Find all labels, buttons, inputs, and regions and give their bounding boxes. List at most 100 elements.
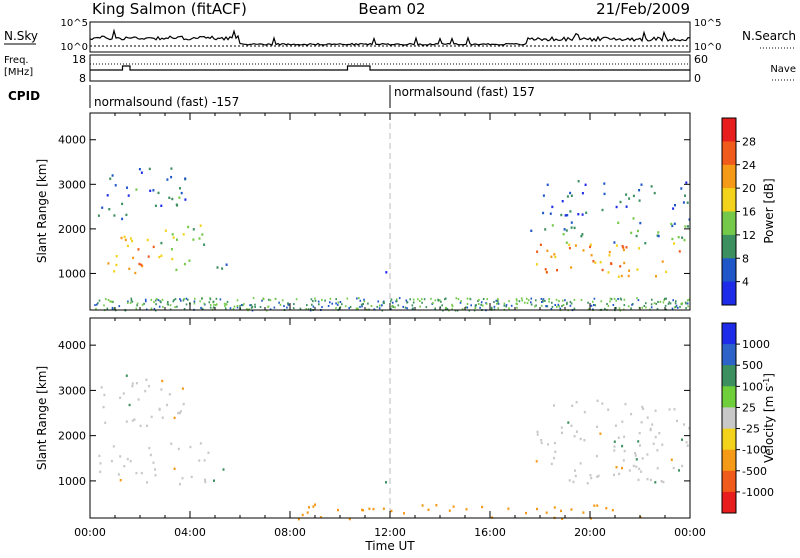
- velocity-colorbar-label: Velocity [m s-1]: [762, 373, 776, 463]
- nave-label: Nave: [770, 64, 796, 75]
- power-cell: [201, 297, 203, 300]
- velocity-cell: [525, 511, 527, 515]
- velocity-cell: [673, 408, 676, 411]
- power-cell: [383, 302, 385, 305]
- velocity-cell: [306, 511, 309, 514]
- velocity-cell: [103, 393, 106, 397]
- power-cell: [311, 303, 313, 306]
- velocity-cell: [160, 388, 163, 391]
- power-cell: [625, 205, 628, 208]
- power-cell: [444, 298, 446, 301]
- power-cell: [213, 303, 215, 306]
- power-cell: [376, 305, 379, 308]
- power-cell: [628, 197, 631, 200]
- velocity-cell: [128, 403, 131, 407]
- power-colorbar-swatch: [722, 164, 736, 189]
- velocity-cell: [137, 398, 140, 401]
- power-cell: [671, 237, 674, 241]
- velocity-cell: [614, 424, 617, 427]
- power-cell: [273, 306, 276, 309]
- power-cell: [269, 308, 272, 311]
- power-cell: [581, 233, 584, 236]
- power-cell: [305, 308, 307, 310]
- power-cell: [644, 242, 647, 245]
- velocity-colorbar-frame: [721, 322, 737, 514]
- velocity-cell: [617, 436, 620, 439]
- velocity-cell: [624, 402, 627, 406]
- power-cell: [105, 298, 107, 301]
- power-cell: [310, 298, 313, 301]
- power-cell: [136, 302, 139, 305]
- power-cell: [259, 306, 262, 308]
- power-cell: [182, 299, 185, 302]
- power-cell: [657, 300, 659, 303]
- power-cell: [182, 233, 185, 236]
- power-cell: [674, 204, 676, 207]
- velocity-cell: [125, 420, 128, 423]
- power-cell: [137, 248, 140, 251]
- velocity-cell: [207, 451, 210, 454]
- velocity-colorbar-swatch: [722, 449, 736, 472]
- power-cell: [526, 297, 528, 300]
- power-cell: [541, 301, 543, 303]
- velocity-cell: [131, 382, 134, 385]
- power-cell: [131, 300, 134, 303]
- power-cell: [566, 214, 569, 217]
- power-cell: [287, 302, 289, 305]
- power-cell: [193, 300, 196, 303]
- power-cell: [670, 222, 673, 226]
- power-cell: [208, 301, 211, 304]
- power-cell: [434, 299, 437, 302]
- power-colorbar-label-tick: 20: [742, 182, 756, 195]
- power-cell: [530, 229, 533, 232]
- power-cell: [147, 255, 150, 258]
- velocity-cell: [536, 433, 539, 436]
- velocity-cell: [199, 442, 202, 445]
- power-cell: [183, 262, 186, 266]
- power-cell: [406, 301, 409, 304]
- velocity-ytick-label: 3000: [58, 384, 86, 397]
- power-cell: [251, 305, 254, 308]
- cpid-segment-2: normalsound (fast) 157: [394, 85, 535, 99]
- power-cell: [481, 304, 484, 307]
- power-cell: [530, 297, 533, 300]
- power-cell: [577, 213, 580, 216]
- power-cell: [677, 306, 679, 309]
- power-cell: [209, 298, 212, 301]
- power-cell: [684, 194, 686, 197]
- power-cell: [419, 300, 421, 302]
- power-cell: [621, 245, 624, 248]
- power-cell: [623, 261, 626, 265]
- power-cell: [432, 302, 434, 304]
- power-cell: [480, 301, 483, 304]
- velocity-cell: [547, 443, 550, 446]
- power-cell: [587, 301, 589, 304]
- power-cell: [544, 228, 547, 231]
- power-cell: [108, 208, 111, 211]
- power-cell: [607, 304, 610, 307]
- power-cell: [215, 304, 217, 307]
- power-cell: [153, 301, 155, 304]
- power-cell: [607, 271, 610, 274]
- power-cell: [356, 297, 358, 300]
- power-colorbar-swatch: [722, 188, 736, 212]
- time-tick-label: 20:00: [574, 526, 606, 539]
- power-cell: [651, 298, 653, 301]
- power-cell: [495, 299, 498, 302]
- power-cell: [274, 298, 277, 300]
- velocity-cell: [646, 453, 649, 456]
- power-cell: [653, 302, 656, 305]
- power-cell: [665, 297, 667, 300]
- power-cell: [497, 298, 499, 300]
- power-cell: [645, 306, 647, 309]
- power-cell: [599, 261, 602, 264]
- power-cell: [166, 178, 169, 181]
- velocity-cell: [148, 446, 151, 450]
- power-cell: [684, 225, 687, 228]
- velocity-cell: [465, 508, 468, 511]
- power-cell: [306, 304, 308, 307]
- power-cell: [496, 302, 498, 305]
- power-cell: [536, 250, 539, 253]
